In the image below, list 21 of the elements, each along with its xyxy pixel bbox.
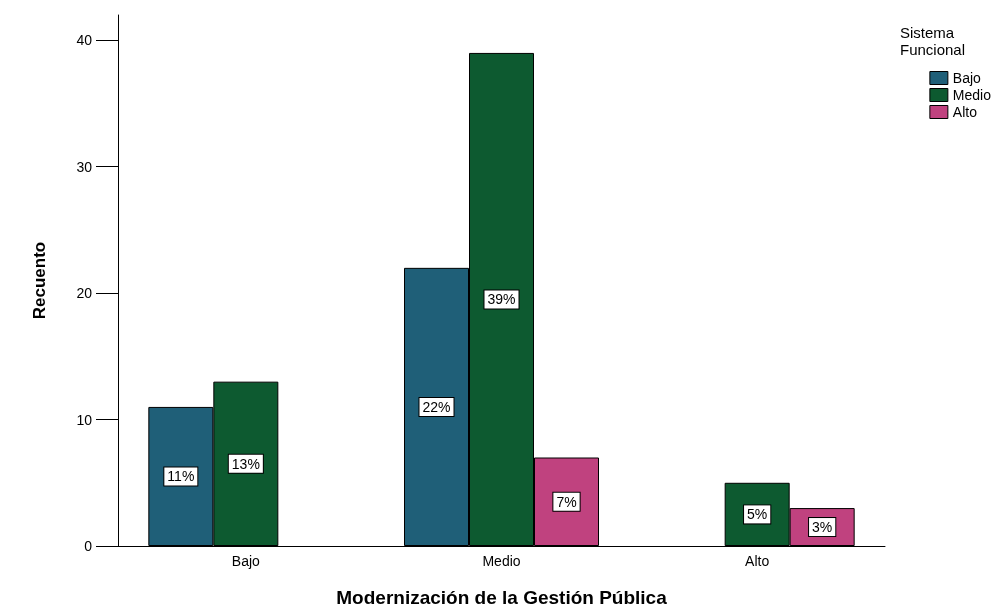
y-axis-title: Recuento [30, 241, 49, 320]
y-tick-label: 0 [84, 538, 93, 554]
x-tick-label: Alto [745, 553, 770, 569]
legend-label: Alto [952, 104, 978, 120]
data-label: 3% [812, 519, 833, 536]
x-tick-label: Bajo [231, 553, 261, 569]
data-label: 7% [556, 493, 577, 510]
y-tick-label: 40 [76, 32, 93, 49]
data-label: 11% [167, 468, 195, 485]
data-label: 39% [487, 291, 516, 308]
data-label: 5% [747, 506, 768, 523]
legend-title: Sistema Funcional [900, 24, 966, 58]
x-tick-label: Medio [482, 553, 521, 569]
legend-label: Medio [952, 87, 992, 103]
y-tick-label: 30 [76, 158, 93, 175]
data-label: 22% [422, 398, 451, 415]
y-tick-label: 10 [76, 411, 93, 428]
legend-label: Bajo [952, 70, 982, 86]
data-label: 13% [231, 455, 260, 472]
y-tick-label: 20 [76, 285, 93, 302]
x-axis-title: Modernización de la Gestión Pública [336, 587, 668, 608]
